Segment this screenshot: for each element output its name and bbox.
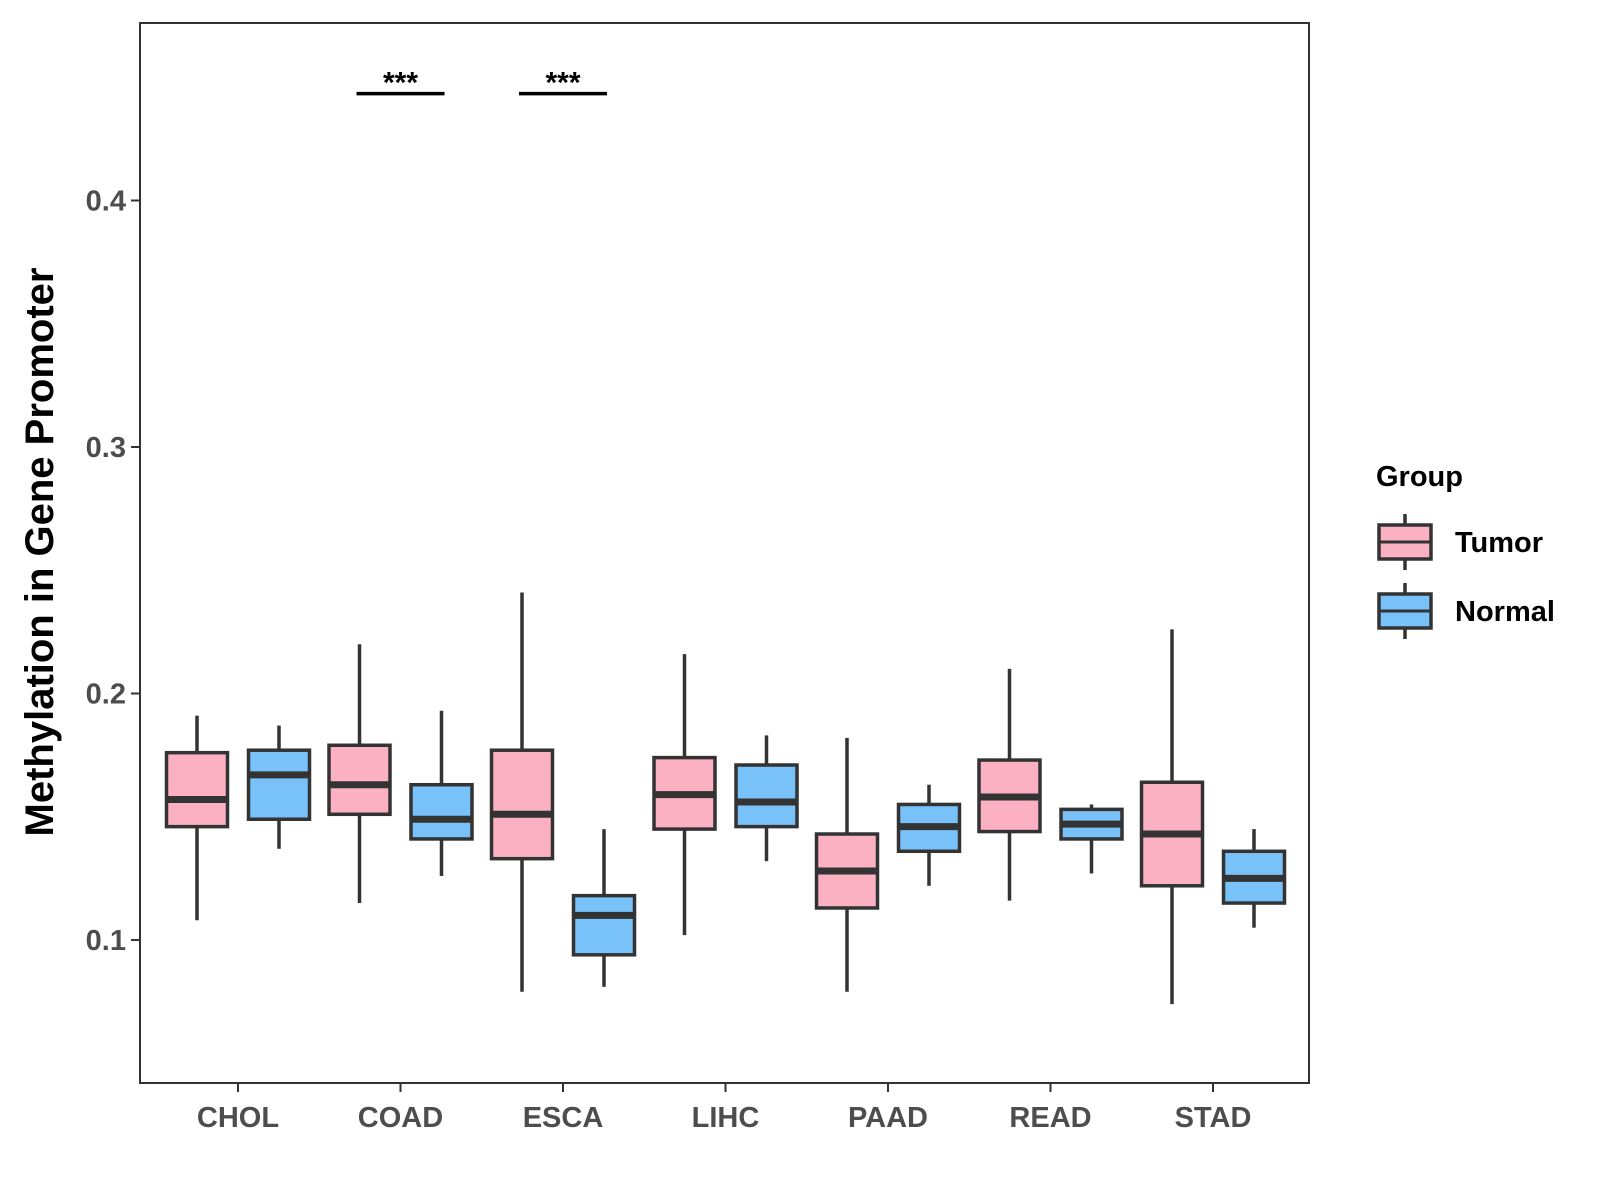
legend: Group Tumor Normal: [1376, 461, 1555, 639]
x-tick-label: STAD: [1175, 1102, 1252, 1134]
boxes-layer: [164, 592, 1287, 1005]
box-normal-coad: [409, 710, 474, 876]
x-tick-label: CHOL: [197, 1102, 279, 1134]
legend-title: Group: [1376, 461, 1463, 493]
legend-key-normal: [1377, 583, 1433, 639]
box-tumor-esca: [489, 592, 555, 992]
box-tumor-paad: [814, 737, 880, 992]
significance-annotations: *** ***: [356, 67, 607, 100]
significance-label: ***: [383, 67, 418, 100]
legend-label-tumor: Tumor: [1455, 527, 1543, 559]
box-body: [164, 750, 230, 829]
y-tick-label: 0.1: [86, 925, 126, 957]
x-tick-label: ESCA: [523, 1102, 604, 1134]
legend-label-normal: Normal: [1455, 596, 1555, 628]
box-tumor-coad: [327, 644, 392, 904]
box-normal-read: [1059, 804, 1124, 874]
y-axis: 0.1 0.2 0.3 0.4: [86, 185, 140, 957]
y-axis-title: Methylation in Gene Promoter: [18, 268, 62, 837]
x-tick-label: LIHC: [692, 1102, 760, 1134]
x-tick-label: COAD: [358, 1102, 443, 1134]
box-normal-paad: [896, 784, 962, 886]
y-tick-label: 0.2: [86, 679, 126, 711]
box-tumor-read: [977, 668, 1042, 901]
box-normal-lihc: [734, 735, 799, 862]
box-normal-stad: [1221, 829, 1287, 928]
box-body: [571, 893, 637, 957]
box-tumor-chol: [164, 715, 230, 921]
legend-key-tumor: [1377, 514, 1433, 570]
box-tumor-stad: [1139, 629, 1205, 1005]
box-body: [327, 743, 392, 817]
significance-label: ***: [545, 67, 580, 100]
box-body: [734, 763, 799, 829]
y-tick-label: 0.4: [86, 185, 126, 217]
box-normal-esca: [571, 829, 637, 987]
x-axis: CHOL COAD ESCA LIHC PAAD READ STAD: [197, 1083, 1251, 1134]
x-tick-label: PAAD: [848, 1102, 928, 1134]
box-tumor-lihc: [652, 654, 717, 936]
box-body: [489, 748, 555, 861]
box-body: [246, 748, 312, 821]
x-tick-label: READ: [1009, 1102, 1091, 1134]
box-normal-chol: [246, 725, 312, 849]
y-tick-label: 0.3: [86, 432, 126, 464]
box-body: [409, 782, 474, 841]
